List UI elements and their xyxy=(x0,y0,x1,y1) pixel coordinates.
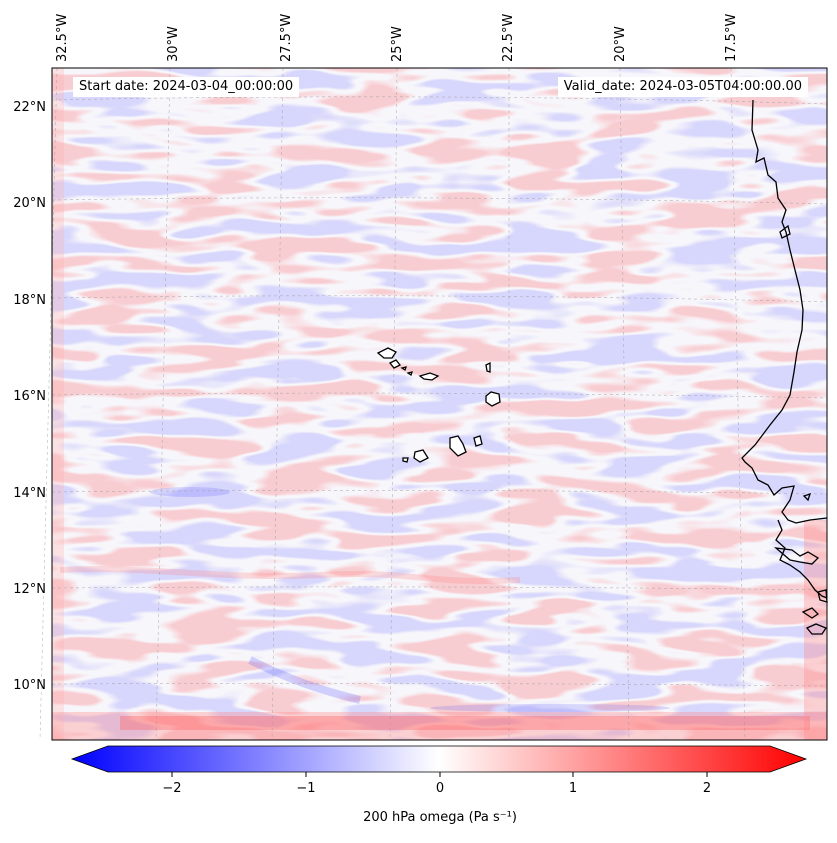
coastline xyxy=(741,99,828,635)
lat-tick-label: 16°N xyxy=(13,389,46,404)
colorbar-ticks xyxy=(171,772,708,777)
colorbar-tick-label: 1 xyxy=(569,781,577,796)
lon-tick-label: 25°W xyxy=(390,26,405,62)
lat-tick-label: 20°N xyxy=(13,196,46,211)
colorbar-tick-label: −1 xyxy=(296,781,315,796)
colorbar-tick-label: 2 xyxy=(703,781,711,796)
colorbar-label: 200 hPa omega (Pa s⁻¹) xyxy=(363,810,517,825)
omega-field xyxy=(52,68,827,740)
cape-verde-islands xyxy=(376,347,501,463)
colorbar-tick-label: −2 xyxy=(162,781,181,796)
lon-tick-label: 22.5°W xyxy=(501,14,516,62)
lat-tick-label: 14°N xyxy=(13,486,46,501)
colorbar-bar xyxy=(70,745,808,773)
start-date-label: Start date: 2024-03-04_00:00:00 xyxy=(73,77,300,97)
colorbar: −2 −1 0 1 2 200 hPa omega (Pa s⁻¹) xyxy=(70,745,808,825)
lon-tick-label: 30°W xyxy=(166,26,181,62)
lon-tick-label: 20°W xyxy=(613,26,628,62)
lon-tick-label: 17.5°W xyxy=(724,14,739,62)
lat-tick-label: 10°N xyxy=(13,678,46,693)
map-frame xyxy=(51,67,828,741)
lat-tick-label: 22°N xyxy=(13,100,46,115)
lon-tick-label: 27.5°W xyxy=(279,14,294,62)
valid-date-label: Valid_date: 2024-03-05T04:00:00.00 xyxy=(557,77,808,97)
colorbar-tick-label: 0 xyxy=(436,781,444,796)
latitude-labels: 22°N 20°N 18°N 16°N 14°N 12°N 10°N xyxy=(13,100,46,693)
lat-tick-label: 12°N xyxy=(13,582,46,597)
lat-tick-label: 18°N xyxy=(13,293,46,308)
graticule xyxy=(39,67,828,741)
lon-tick-label: 32.5°W xyxy=(55,14,70,62)
longitude-labels: 32.5°W 30°W 27.5°W 25°W 22.5°W 20°W 17.5… xyxy=(55,14,739,62)
